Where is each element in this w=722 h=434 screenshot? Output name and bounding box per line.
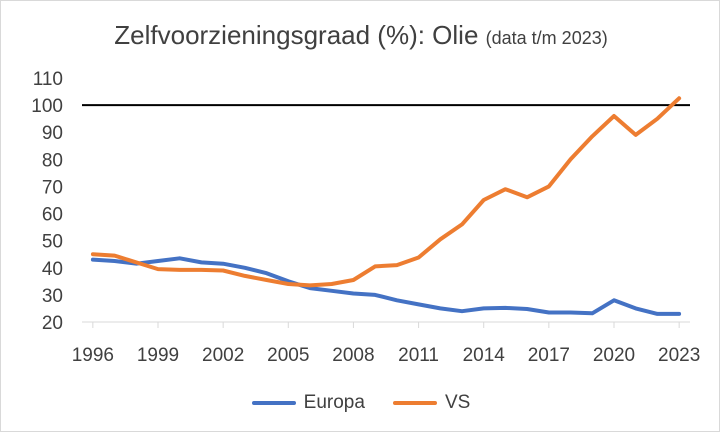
x-tick-label: 1999 [137,345,179,366]
x-tick-label: 2005 [267,345,309,366]
x-axis-ticks: 1996 1999 2002 2005 2008 2011 2014 2017 2020 2023 [72,322,700,366]
x-tick-label: 2002 [202,345,244,366]
chart-subtitle: (data t/m 2023) [485,28,608,48]
series-line-europa [90,256,682,316]
x-tick-label: 2020 [593,345,635,366]
chart-title: Zelfvoorzieningsgraad (%): Olie (data t/… [0,20,722,51]
y-tick-label: 50 [42,232,63,253]
x-tick-label: 2017 [528,345,570,366]
x-tick-label: 2014 [463,345,506,366]
y-tick-label: 110 [33,69,63,90]
y-tick-label: 70 [42,177,63,198]
series-lines [90,96,682,316]
legend-swatch [251,401,296,405]
x-tick-label: 2023 [658,345,700,366]
legend-item-vs: VS [392,392,471,414]
y-tick-label: 100 [31,96,63,117]
x-tick-label: 2008 [332,345,374,366]
y-axis-ticks: 20 30 40 50 60 70 80 90 100 110 [31,69,63,334]
y-tick-label: 40 [42,259,63,280]
legend-swatch [392,401,437,405]
x-tick-label: 1996 [72,345,114,366]
y-tick-label: 20 [42,313,63,334]
y-tick-label: 60 [42,205,63,226]
y-tick-label: 80 [42,150,63,171]
series-line-vs [90,96,682,288]
y-tick-label: 90 [42,123,63,144]
y-tick-label: 30 [42,286,63,307]
legend-label: Europa [303,392,365,413]
x-tick-label: 2011 [398,345,439,366]
legend-label: VS [444,392,471,413]
legend-item-europa: Europa [251,392,365,414]
legend: Europa VS [0,392,722,414]
chart-title-main: Zelfvoorzieningsgraad (%): Olie [114,20,479,50]
